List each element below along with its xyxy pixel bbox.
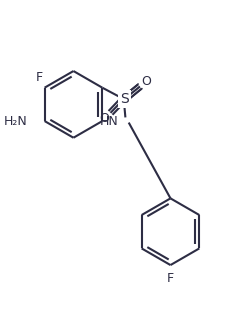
Text: O: O — [100, 112, 110, 125]
Text: F: F — [167, 272, 174, 285]
Text: H₂N: H₂N — [4, 114, 28, 128]
Text: O: O — [141, 75, 151, 88]
Text: F: F — [36, 71, 43, 84]
Text: HN: HN — [99, 114, 118, 128]
Text: S: S — [120, 92, 128, 106]
